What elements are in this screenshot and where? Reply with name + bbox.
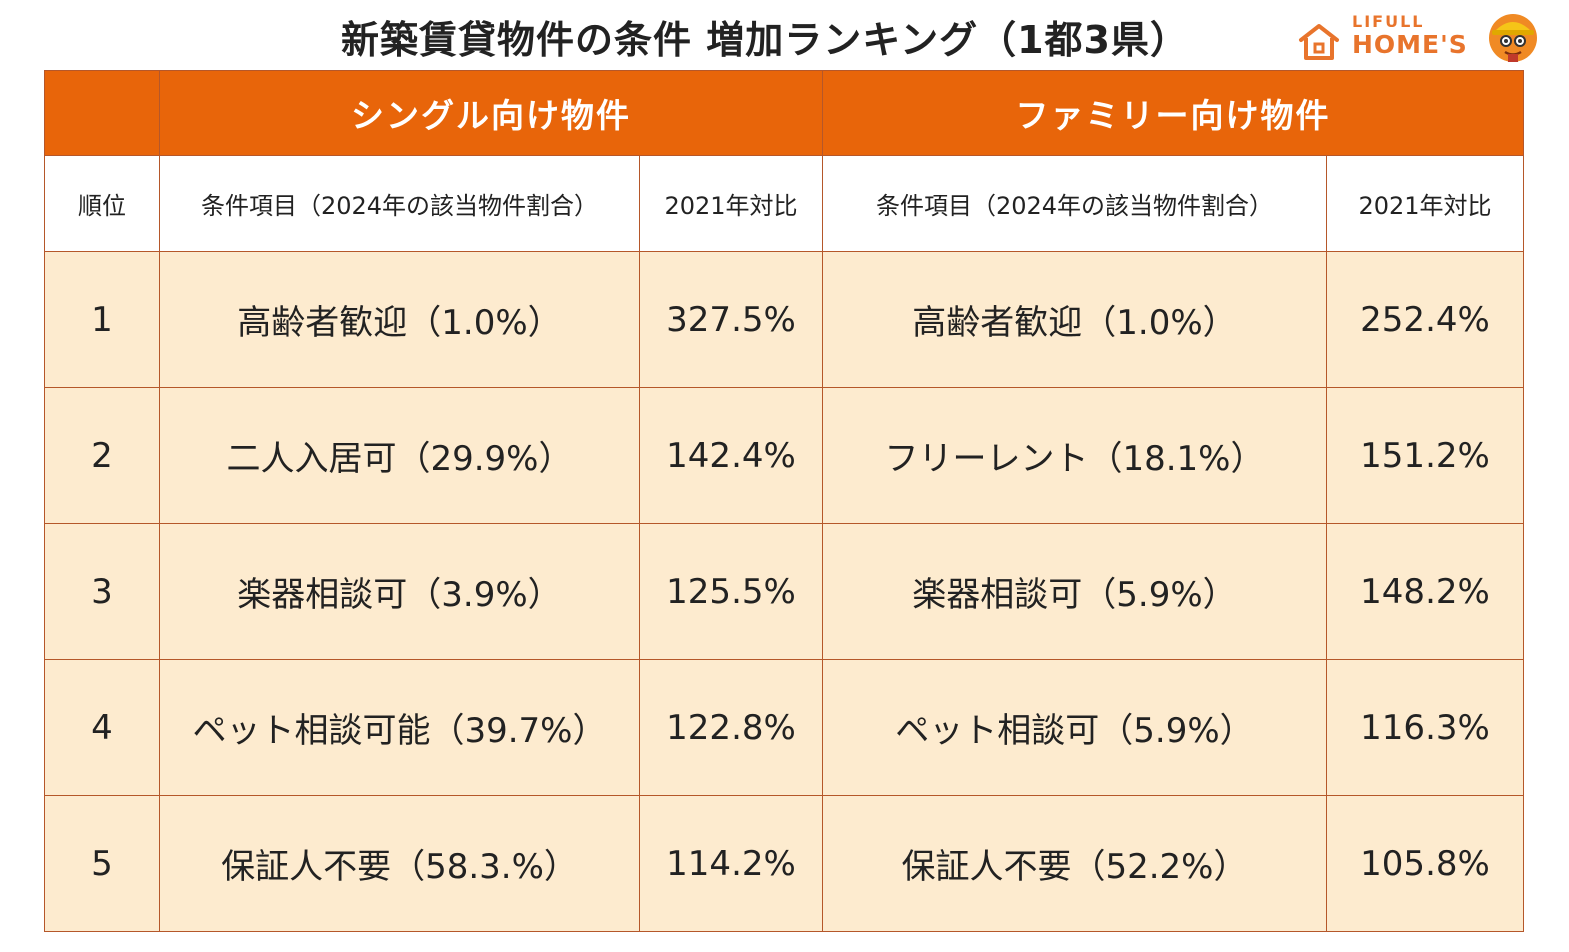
rank-cell: 2: [44, 387, 160, 524]
rank-cell: 4: [44, 659, 160, 796]
house-logo-icon: [1299, 24, 1339, 60]
family-ratio-cell: 105.8%: [1326, 795, 1524, 932]
column-header-single-ratio: 2021年対比: [639, 155, 823, 252]
table-row: 3 楽器相談可（3.9%） 125.5% 楽器相談可（5.9%） 148.2%: [44, 523, 1524, 660]
table-row: 4 ペット相談可能（39.7%） 122.8% ペット相談可（5.9%） 116…: [44, 659, 1524, 796]
brand-line-1: LIFULL: [1352, 12, 1425, 31]
family-condition-cell: 楽器相談可（5.9%）: [822, 523, 1327, 660]
page-title: 新築賃貸物件の条件 増加ランキング（1都3県）: [341, 18, 1189, 62]
group-header-family: ファミリー向け物件: [822, 70, 1524, 156]
mascot-icon: [1489, 14, 1537, 62]
brand-line-2: HOME'S: [1352, 30, 1468, 59]
single-condition-cell: 楽器相談可（3.9%）: [159, 523, 640, 660]
column-header-row: 順位 条件項目（2024年の該当物件割合） 2021年対比 条件項目（2024年…: [44, 155, 1524, 252]
family-ratio-cell: 151.2%: [1326, 387, 1524, 524]
group-header-single: シングル向け物件: [159, 70, 823, 156]
single-ratio-cell: 122.8%: [639, 659, 823, 796]
table-row: 1 高齢者歓迎（1.0%） 327.5% 高齢者歓迎（1.0%） 252.4%: [44, 251, 1524, 388]
family-ratio-cell: 148.2%: [1326, 523, 1524, 660]
single-condition-cell: 高齢者歓迎（1.0%）: [159, 251, 640, 388]
column-header-rank: 順位: [44, 155, 160, 252]
single-ratio-cell: 142.4%: [639, 387, 823, 524]
group-header-row: シングル向け物件 ファミリー向け物件: [44, 70, 1524, 156]
corner-cell: [44, 70, 160, 156]
family-ratio-cell: 252.4%: [1326, 251, 1524, 388]
table-row: 5 保証人不要（58.3.%） 114.2% 保証人不要（52.2%） 105.…: [44, 795, 1524, 932]
family-ratio-cell: 116.3%: [1326, 659, 1524, 796]
family-condition-cell: 高齢者歓迎（1.0%）: [822, 251, 1327, 388]
column-header-family-ratio: 2021年対比: [1326, 155, 1524, 252]
single-condition-cell: 保証人不要（58.3.%）: [159, 795, 640, 932]
family-condition-cell: 保証人不要（52.2%）: [822, 795, 1327, 932]
single-condition-cell: ペット相談可能（39.7%）: [159, 659, 640, 796]
rank-cell: 3: [44, 523, 160, 660]
single-condition-cell: 二人入居可（29.9%）: [159, 387, 640, 524]
table-row: 2 二人入居可（29.9%） 142.4% フリーレント（18.1%） 151.…: [44, 387, 1524, 524]
rank-cell: 1: [44, 251, 160, 388]
family-condition-cell: ペット相談可（5.9%）: [822, 659, 1327, 796]
rank-cell: 5: [44, 795, 160, 932]
family-condition-cell: フリーレント（18.1%）: [822, 387, 1327, 524]
single-ratio-cell: 125.5%: [639, 523, 823, 660]
column-header-family-condition: 条件項目（2024年の該当物件割合）: [822, 155, 1327, 252]
brand-logo: LIFULL HOME'S: [1298, 10, 1548, 68]
column-header-single-condition: 条件項目（2024年の該当物件割合）: [159, 155, 640, 252]
single-ratio-cell: 114.2%: [639, 795, 823, 932]
ranking-table: シングル向け物件 ファミリー向け物件 順位 条件項目（2024年の該当物件割合）…: [44, 70, 1524, 932]
single-ratio-cell: 327.5%: [639, 251, 823, 388]
